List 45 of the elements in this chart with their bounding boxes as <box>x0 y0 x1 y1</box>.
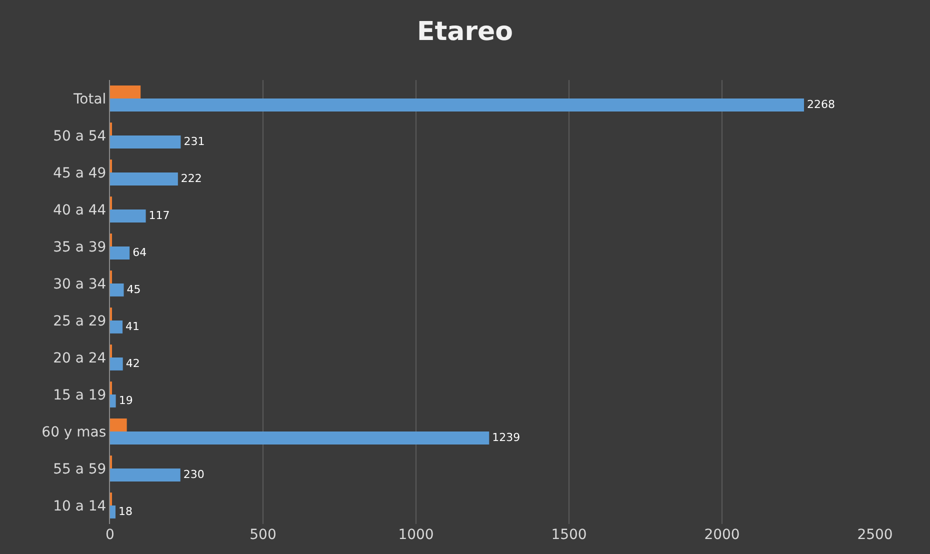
x-tick-label: 1000 <box>398 527 434 543</box>
bar <box>110 320 123 334</box>
x-tick-label: 2000 <box>704 527 740 543</box>
bar <box>110 394 116 408</box>
data-label: 42 <box>126 357 140 370</box>
bar <box>110 172 178 186</box>
x-tick-label: 500 <box>250 527 276 543</box>
bar <box>110 98 804 112</box>
x-tick-label: 0 <box>106 527 114 543</box>
bar <box>110 506 116 518</box>
y-tick-label: 40 a 44 <box>53 202 106 218</box>
data-label: 18 <box>118 505 133 518</box>
bar <box>110 210 146 222</box>
data-label: 64 <box>132 246 147 260</box>
y-tick-label: 45 a 49 <box>53 165 106 182</box>
data-label: 117 <box>148 209 170 222</box>
bar <box>110 358 123 370</box>
y-tick-label: 15 a 19 <box>53 387 106 404</box>
bar <box>110 418 127 432</box>
bar <box>110 246 130 260</box>
data-label: 1239 <box>492 431 520 444</box>
bar <box>110 86 141 98</box>
y-tick-label: 50 a 54 <box>53 128 106 144</box>
y-tick-label: 30 a 34 <box>53 276 106 292</box>
y-tick-label: 60 y mas <box>42 424 106 440</box>
data-label: 2268 <box>807 98 836 112</box>
data-label: 231 <box>184 135 205 148</box>
data-label: 222 <box>180 172 202 186</box>
chart-title: Etareo <box>416 17 514 47</box>
x-tick-label: 1500 <box>551 527 587 543</box>
bar <box>110 284 124 296</box>
y-tick-label: 55 a 59 <box>53 461 106 478</box>
bar <box>110 468 180 482</box>
x-tick-label: 2500 <box>857 527 893 543</box>
data-label: 41 <box>126 320 140 334</box>
bar <box>110 432 490 444</box>
data-label: 19 <box>118 394 133 408</box>
y-tick-label: Total <box>72 91 106 108</box>
data-label: 230 <box>183 468 204 482</box>
y-tick-label: 20 a 24 <box>53 350 106 366</box>
y-tick-label: 10 a 14 <box>53 498 106 514</box>
data-label: 45 <box>126 283 141 296</box>
y-tick-label: 35 a 39 <box>53 239 106 256</box>
bar <box>110 136 181 148</box>
y-tick-label: 25 a 29 <box>53 313 106 330</box>
